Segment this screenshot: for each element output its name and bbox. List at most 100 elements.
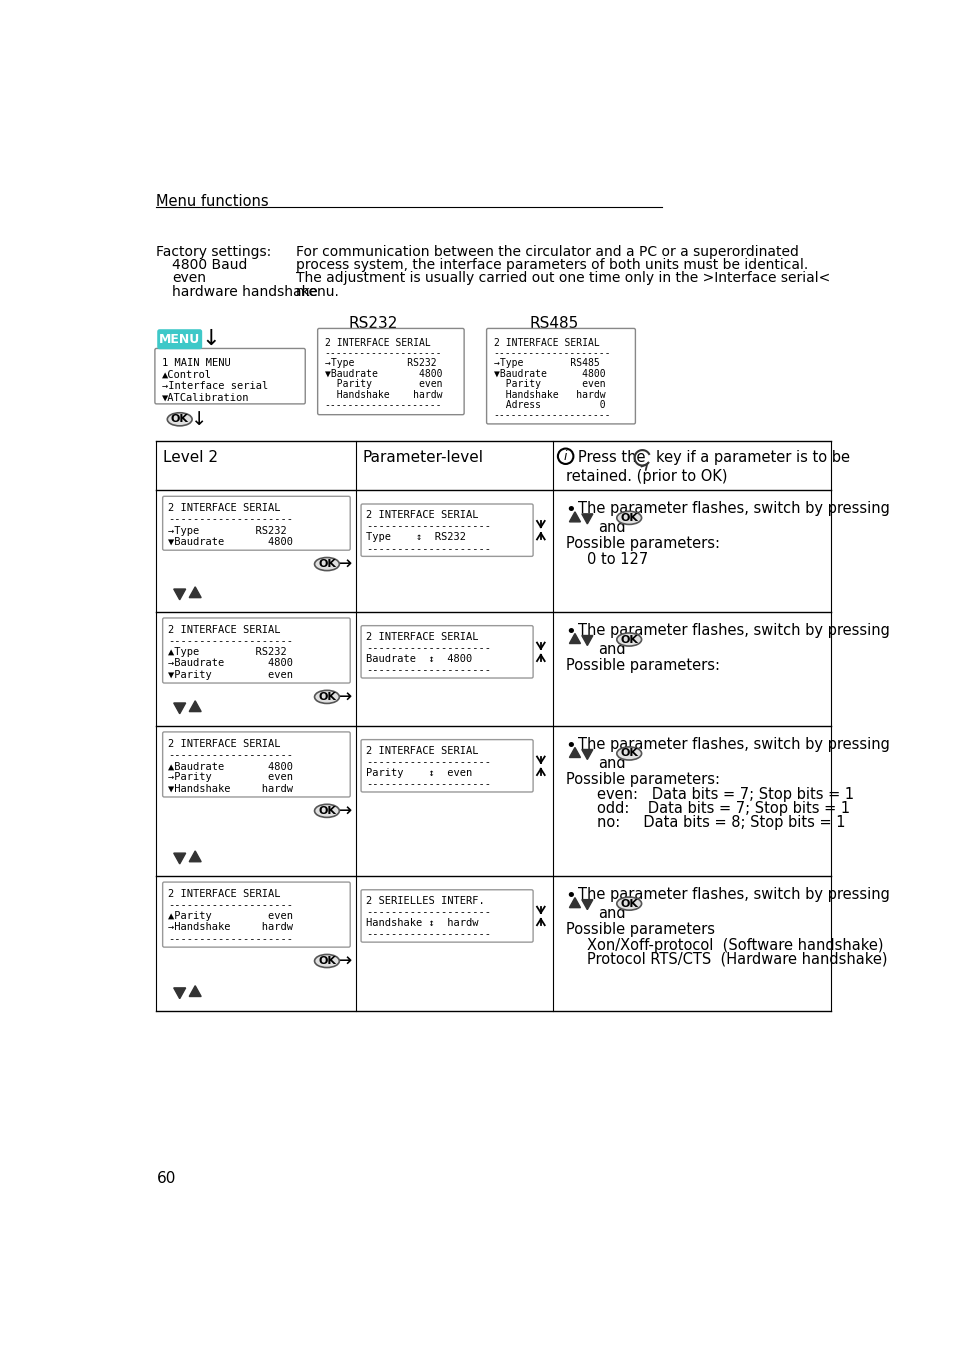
Text: →Parity         even: →Parity even: [168, 773, 293, 782]
Text: →: →: [335, 801, 352, 820]
Text: 4800 Baud: 4800 Baud: [172, 258, 247, 273]
Text: RS232: RS232: [348, 316, 397, 331]
Text: Factory settings:: Factory settings:: [156, 246, 272, 259]
Text: Handshake    hardw: Handshake hardw: [324, 389, 441, 400]
Text: Adress          0: Adress 0: [493, 400, 604, 411]
Text: Possible parameters:: Possible parameters:: [565, 658, 719, 673]
Text: OK: OK: [619, 635, 638, 644]
Text: --------------------: --------------------: [168, 750, 293, 761]
Polygon shape: [173, 852, 186, 863]
Circle shape: [558, 449, 573, 463]
Text: odd:    Data bits = 7; Stop bits = 1: odd: Data bits = 7; Stop bits = 1: [596, 801, 849, 816]
Ellipse shape: [314, 804, 339, 817]
Text: and: and: [598, 755, 625, 771]
Text: Parity    ↕  even: Parity ↕ even: [366, 769, 473, 778]
Text: Possible parameters:: Possible parameters:: [565, 536, 719, 551]
Text: 2 INTERFACE SERIAL: 2 INTERFACE SERIAL: [493, 338, 598, 347]
Ellipse shape: [314, 690, 339, 704]
Polygon shape: [581, 900, 592, 909]
Text: 2 INTERFACE SERIAL: 2 INTERFACE SERIAL: [168, 739, 280, 748]
Text: --------------------: --------------------: [366, 757, 491, 767]
Text: ▼Baudrate      4800: ▼Baudrate 4800: [493, 369, 604, 378]
Text: •: •: [565, 501, 576, 519]
Text: 2 INTERFACE SERIAL: 2 INTERFACE SERIAL: [324, 338, 430, 347]
Text: no:     Data bits = 8; Stop bits = 1: no: Data bits = 8; Stop bits = 1: [596, 815, 844, 830]
Text: ▲Baudrate       4800: ▲Baudrate 4800: [168, 761, 293, 771]
Polygon shape: [189, 986, 201, 997]
Polygon shape: [569, 897, 579, 908]
Text: →Type        RS485: →Type RS485: [493, 358, 598, 369]
Text: Menu functions: Menu functions: [156, 195, 269, 209]
Ellipse shape: [314, 954, 339, 967]
Text: 60: 60: [156, 1171, 175, 1186]
Text: •: •: [565, 736, 576, 755]
Text: --------------------: --------------------: [366, 543, 491, 554]
Text: →: →: [335, 688, 352, 707]
Text: →Interface serial: →Interface serial: [162, 381, 268, 390]
Polygon shape: [581, 635, 592, 646]
Text: ▼ATCalibration: ▼ATCalibration: [162, 392, 249, 403]
Text: →Handshake     hardw: →Handshake hardw: [168, 923, 293, 932]
Text: ▼Handshake     hardw: ▼Handshake hardw: [168, 784, 293, 793]
Text: ▲Control: ▲Control: [162, 369, 212, 380]
Text: The parameter flashes, switch by pressing: The parameter flashes, switch by pressin…: [578, 501, 889, 516]
Text: OK: OK: [171, 415, 189, 424]
Text: --------------------: --------------------: [168, 900, 293, 911]
Text: ▼Baudrate       4800: ▼Baudrate 4800: [168, 536, 293, 547]
Text: 2 INTERFACE SERIAL: 2 INTERFACE SERIAL: [366, 632, 478, 642]
FancyBboxPatch shape: [360, 504, 533, 557]
Text: --------------------: --------------------: [168, 515, 293, 524]
Text: Baudrate  ↕  4800: Baudrate ↕ 4800: [366, 654, 473, 665]
Polygon shape: [173, 703, 186, 713]
Text: menu.: menu.: [295, 285, 339, 299]
FancyBboxPatch shape: [162, 496, 350, 550]
Text: OK: OK: [317, 559, 335, 569]
Text: --------------------: --------------------: [493, 349, 611, 358]
Text: →Type         RS232: →Type RS232: [324, 358, 436, 369]
Text: --------------------: --------------------: [366, 665, 491, 676]
FancyBboxPatch shape: [162, 617, 350, 684]
Text: Level 2: Level 2: [162, 450, 217, 465]
Text: •: •: [565, 886, 576, 905]
Text: The parameter flashes, switch by pressing: The parameter flashes, switch by pressin…: [578, 736, 889, 751]
Text: --------------------: --------------------: [168, 934, 293, 943]
Text: For communication between the circulator and a PC or a superordinated: For communication between the circulator…: [295, 246, 798, 259]
Polygon shape: [569, 747, 579, 758]
Text: --------------------: --------------------: [366, 643, 491, 653]
Text: OK: OK: [317, 805, 335, 816]
Text: Handshake   hardw: Handshake hardw: [493, 389, 604, 400]
Ellipse shape: [617, 897, 641, 911]
Text: 2 INTERFACE SERIAL: 2 INTERFACE SERIAL: [366, 511, 478, 520]
Polygon shape: [581, 750, 592, 759]
Ellipse shape: [314, 558, 339, 570]
Text: 0 to 127: 0 to 127: [587, 551, 648, 566]
Polygon shape: [569, 634, 579, 643]
Text: i: i: [563, 450, 567, 463]
Text: --------------------: --------------------: [366, 521, 491, 531]
Text: ▼Parity         even: ▼Parity even: [168, 670, 293, 680]
FancyBboxPatch shape: [360, 739, 533, 792]
Text: 2 SERIELLES INTERF.: 2 SERIELLES INTERF.: [366, 896, 485, 907]
Text: Parity       even: Parity even: [493, 380, 604, 389]
Text: process system, the interface parameters of both units must be identical.: process system, the interface parameters…: [295, 258, 807, 273]
Text: OK: OK: [619, 748, 638, 758]
Text: 2 INTERFACE SERIAL: 2 INTERFACE SERIAL: [168, 626, 280, 635]
Text: →Type         RS232: →Type RS232: [168, 526, 287, 535]
Polygon shape: [189, 586, 201, 597]
Text: and: and: [598, 642, 625, 657]
Text: 2 INTERFACE SERIAL: 2 INTERFACE SERIAL: [168, 503, 280, 513]
FancyBboxPatch shape: [157, 330, 202, 349]
Text: --------------------: --------------------: [324, 349, 441, 358]
Text: OK: OK: [317, 692, 335, 703]
Polygon shape: [581, 513, 592, 524]
Text: Press the: Press the: [578, 450, 645, 465]
Text: OK: OK: [619, 513, 638, 523]
Text: ▲Type         RS232: ▲Type RS232: [168, 647, 287, 657]
Text: OK: OK: [317, 957, 335, 966]
Text: --------------------: --------------------: [324, 400, 441, 411]
Text: even:   Data bits = 7; Stop bits = 1: even: Data bits = 7; Stop bits = 1: [596, 788, 853, 802]
Text: --------------------: --------------------: [366, 780, 491, 789]
Text: ↓: ↓: [191, 409, 207, 428]
Text: •: •: [565, 623, 576, 640]
Text: The parameter flashes, switch by pressing: The parameter flashes, switch by pressin…: [578, 623, 889, 638]
